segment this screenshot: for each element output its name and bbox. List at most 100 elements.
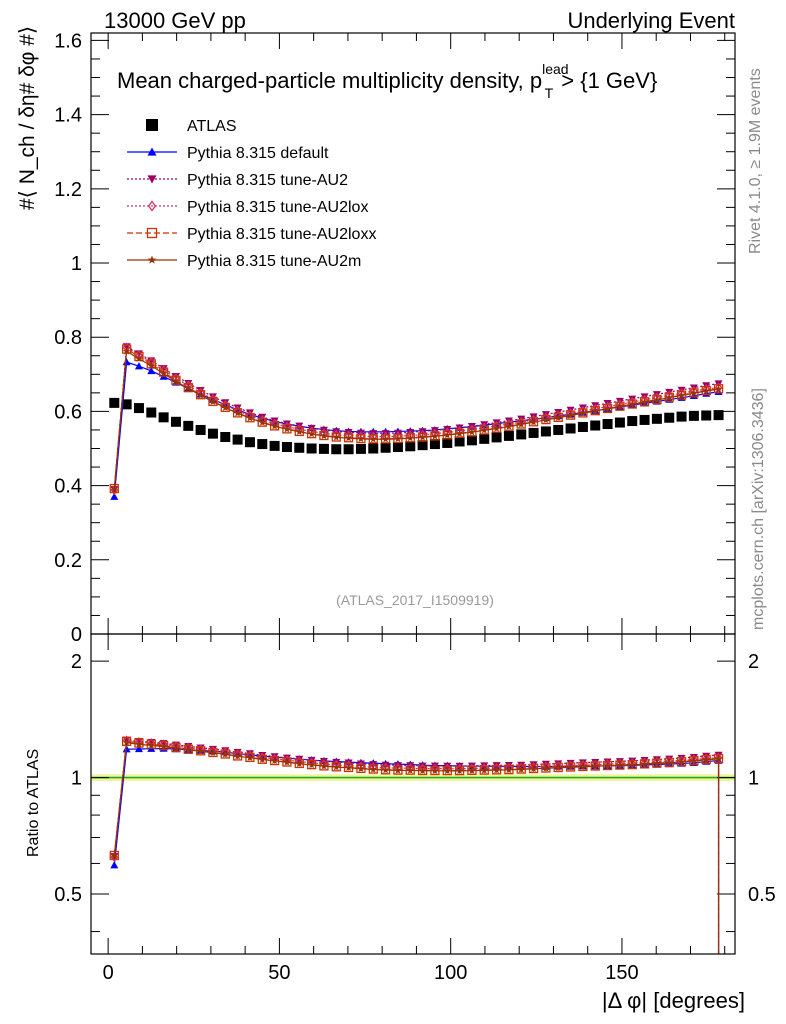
data-point: [195, 390, 206, 400]
ratio-data-point: [283, 758, 291, 766]
y-tick-label: 0.4: [54, 476, 82, 498]
data-point: [603, 401, 612, 412]
ratio-data-point: [381, 762, 390, 773]
data-point: [147, 366, 156, 375]
data-point: [122, 347, 131, 355]
y-tick-label: 0.8: [54, 327, 82, 349]
ratio-data-point: [332, 759, 341, 770]
series-layer: [109, 342, 724, 954]
data-point: [565, 423, 576, 434]
data-point: [616, 402, 624, 410]
data-point: [306, 443, 317, 454]
y-tick-label: 0: [71, 624, 82, 646]
ratio-data-point: [505, 762, 513, 773]
data-point: [406, 434, 415, 442]
ratio-data-point: [640, 760, 649, 768]
header-left: 13000 GeV pp: [104, 8, 246, 33]
data-point: [283, 425, 291, 433]
data-point: [665, 390, 674, 401]
ratio-data-point: [480, 766, 489, 774]
y-tick-label: 0.2: [54, 550, 82, 572]
y-tick-label: 1.6: [54, 30, 82, 52]
data-point: [171, 375, 181, 385]
data-point: [479, 433, 490, 444]
ratio-data-point: [209, 745, 217, 756]
x-tick-label: 0: [103, 962, 114, 984]
data-point: [492, 424, 501, 432]
ratio-data-point: [283, 755, 291, 766]
rivet-label: Rivet 4.1.0, ≥ 1.9M events: [747, 68, 764, 254]
ratio-data-point: [147, 738, 156, 749]
data-point: [332, 433, 341, 441]
data-point: [344, 434, 353, 442]
ratio-data-point: [233, 752, 242, 760]
ratio-data-point: [529, 761, 538, 773]
ratio-data-point: [134, 738, 144, 748]
data-point: [640, 398, 649, 406]
legend-label: Pythia 8.315 tune-AU2lox: [187, 199, 368, 216]
data-point: [320, 431, 328, 440]
data-point: [491, 432, 502, 443]
data-point: [690, 389, 698, 397]
ratio-data-point: [394, 766, 402, 774]
ratio-y-tick-label: 0.5: [54, 884, 82, 906]
data-point: [368, 443, 379, 454]
data-point: [331, 444, 342, 455]
data-point: [417, 440, 428, 451]
data-point: [653, 392, 661, 403]
data-point: [158, 367, 169, 377]
ratio-data-point: [418, 766, 427, 775]
data-point: [517, 420, 526, 428]
ratio-data-point: [616, 761, 624, 769]
data-point: [244, 437, 255, 448]
data-point: [702, 387, 711, 395]
legend-item: ATLAS: [146, 118, 237, 135]
data-point: [616, 399, 624, 410]
ratio-data-point: [159, 739, 168, 750]
ratio-data-point: [295, 759, 304, 768]
ratio-data-point: [258, 755, 267, 763]
data-point: [627, 416, 638, 427]
data-point: [516, 429, 527, 440]
data-point: [294, 442, 305, 453]
data-point: [603, 404, 612, 413]
legend-label: Pythia 8.315 tune-AU2loxx: [187, 226, 376, 243]
ratio-panel-frame: [90, 633, 736, 955]
legend-marker: [146, 119, 158, 131]
ratio-data-point: [258, 752, 267, 763]
ratio-data-point: [714, 754, 723, 762]
legend-marker: [147, 175, 157, 184]
y-axis-title-ratio: Ratio to ATLAS: [25, 749, 42, 857]
data-point: [159, 365, 168, 373]
ratio-data-point: [110, 861, 119, 869]
ratio-data-point: [443, 766, 452, 775]
ratio-data-point: [172, 744, 180, 752]
ratio-data-point: [135, 740, 143, 748]
header-right: Underlying Event: [567, 8, 735, 33]
data-point: [503, 430, 514, 441]
ratio-data-point: [357, 761, 365, 772]
data-point: [677, 388, 686, 399]
y-tick-label: 1.2: [54, 179, 82, 201]
data-point: [577, 421, 588, 432]
data-point: [183, 420, 194, 431]
ratio-band-layer: [91, 774, 735, 781]
data-point: [566, 411, 575, 419]
ratio-data-point: [579, 760, 587, 771]
data-point: [281, 442, 292, 453]
data-point: [269, 421, 280, 431]
ratio-data-point: [270, 756, 279, 765]
legend-item: Pythia 8.315 tune-AU2lox: [127, 199, 368, 216]
ratio-data-point: [122, 745, 131, 753]
data-point: [664, 412, 675, 423]
legend-marker: [146, 227, 158, 239]
data-point: [307, 430, 316, 438]
ratio-data-point: [394, 763, 402, 774]
ratio-data-point: [209, 748, 217, 756]
data-point: [628, 397, 637, 408]
ratio-data-point: [542, 761, 550, 772]
ratio-data-point: [616, 758, 624, 769]
ratio-data-point: [110, 851, 119, 859]
data-point: [665, 393, 674, 401]
